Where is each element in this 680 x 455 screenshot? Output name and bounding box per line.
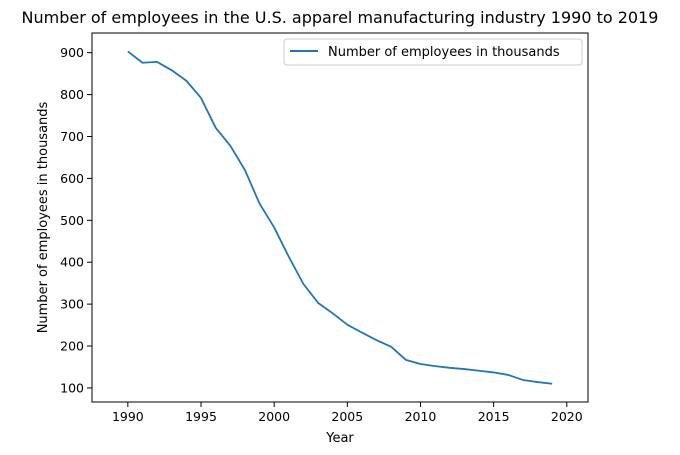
data-point	[346, 323, 348, 325]
series-layer	[127, 50, 553, 385]
data-point	[317, 302, 319, 304]
x-tick-label: 2015	[478, 409, 510, 424]
y-tick-label: 400	[60, 255, 84, 270]
x-tick-label: 1995	[185, 409, 217, 424]
data-point	[551, 383, 553, 385]
data-point	[405, 359, 407, 361]
x-axis-ticks: 1990 1995 2000 2005 2010 2015 2020	[112, 402, 583, 424]
y-axis-label-group: Number of employees in thousands	[36, 101, 51, 333]
y-tick-label: 200	[60, 339, 84, 354]
data-point	[273, 226, 275, 228]
data-point	[171, 69, 173, 71]
y-tick-label: 700	[60, 129, 84, 144]
data-point	[185, 80, 187, 82]
legend: Number of employees in thousands	[283, 38, 583, 66]
x-tick-label: 2020	[551, 409, 583, 424]
data-point	[141, 62, 143, 64]
data-point	[536, 381, 538, 383]
data-point	[390, 346, 392, 348]
y-tick-label: 100	[60, 380, 84, 395]
data-point	[156, 61, 158, 63]
data-point	[200, 97, 202, 99]
chart-title: Number of employees in the U.S. apparel …	[22, 8, 659, 27]
series-line	[127, 50, 553, 385]
data-point	[463, 368, 465, 370]
y-axis-label: Number of employees in thousands	[36, 101, 51, 333]
data-point	[478, 370, 480, 372]
legend-entry-label: Number of employees in thousands	[328, 45, 560, 60]
data-point	[214, 127, 216, 129]
x-tick-label: 2010	[405, 409, 437, 424]
x-tick-label: 2005	[331, 409, 363, 424]
data-point	[258, 202, 260, 204]
data-point	[434, 365, 436, 367]
data-point	[127, 50, 129, 52]
data-point	[331, 312, 333, 314]
x-tick-label: 2000	[258, 409, 290, 424]
data-point	[288, 256, 290, 258]
plot-frame	[91, 32, 589, 403]
data-point	[522, 379, 524, 381]
data-point	[507, 374, 509, 376]
data-point	[244, 169, 246, 171]
data-point	[419, 363, 421, 365]
x-tick-label: 1990	[112, 409, 144, 424]
data-point	[492, 371, 494, 373]
data-point	[361, 331, 363, 333]
y-tick-label: 600	[60, 171, 84, 186]
data-point	[302, 283, 304, 285]
legend-box	[283, 38, 583, 66]
y-tick-label: 800	[60, 87, 84, 102]
y-axis-ticks: 100 200 300 400 500 600 700 800 900	[60, 45, 92, 395]
data-point	[375, 339, 377, 341]
y-tick-label: 300	[60, 297, 84, 312]
data-point	[229, 145, 231, 147]
x-axis-label: Year	[325, 431, 354, 446]
data-point	[449, 367, 451, 369]
y-tick-label: 500	[60, 213, 84, 228]
y-tick-label: 900	[60, 45, 84, 60]
